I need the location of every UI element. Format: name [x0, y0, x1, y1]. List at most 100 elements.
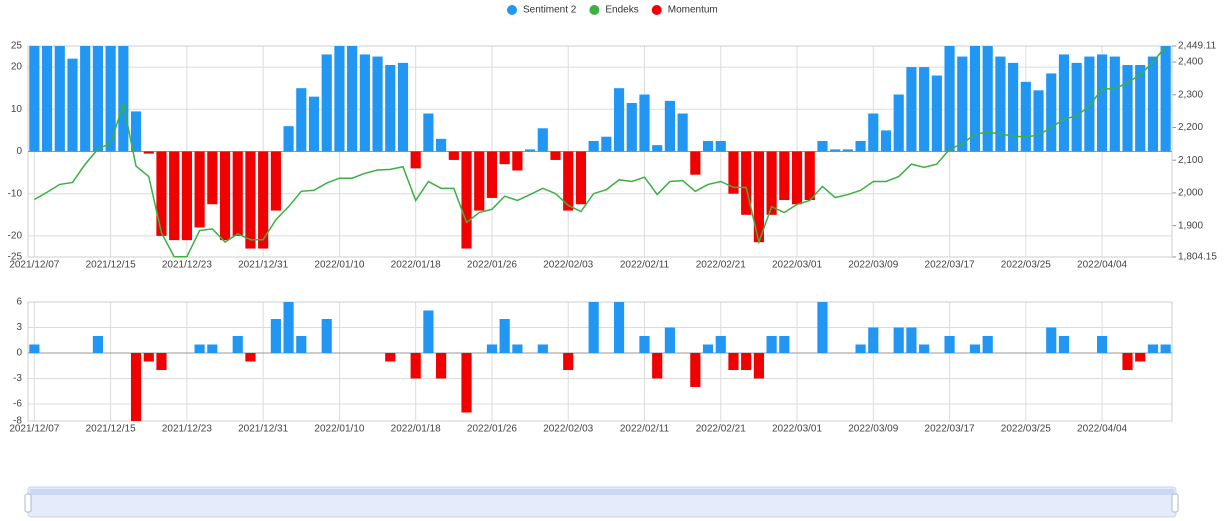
bar — [957, 56, 968, 152]
bar — [283, 126, 294, 152]
bar — [702, 140, 714, 152]
bar — [1008, 62, 1019, 152]
bar — [423, 310, 434, 353]
bar — [1135, 353, 1146, 362]
bar — [741, 151, 752, 215]
bar — [728, 353, 739, 370]
x-tick-label: 2021/12/15 — [86, 424, 136, 435]
y2-tick-label: 2,300 — [1178, 89, 1203, 100]
zoom-handle[interactable] — [1171, 493, 1179, 513]
bar — [359, 54, 370, 152]
bar — [130, 353, 142, 421]
bar — [741, 353, 752, 370]
bar — [677, 113, 688, 152]
y2-tick-label: 1,900 — [1178, 220, 1203, 231]
bar — [537, 344, 548, 353]
legend-text[interactable]: Sentiment 2 — [523, 5, 577, 16]
y-tick-label: -8 — [13, 416, 22, 427]
bar — [537, 128, 548, 152]
legend-marker — [507, 5, 517, 15]
bar — [563, 151, 574, 211]
bar — [92, 336, 103, 353]
bar — [1071, 62, 1082, 152]
bar — [550, 151, 561, 160]
bar — [1084, 56, 1095, 152]
bar — [194, 151, 205, 228]
bar — [791, 151, 803, 205]
bar — [1058, 54, 1070, 152]
bar — [283, 302, 294, 353]
bar — [753, 151, 764, 243]
bar — [690, 353, 701, 387]
bar — [906, 67, 917, 152]
bar — [613, 302, 625, 353]
bar — [1046, 327, 1057, 353]
bar — [1122, 353, 1133, 370]
bar — [347, 46, 358, 152]
bar — [67, 58, 78, 152]
bar — [652, 145, 663, 152]
bar — [893, 94, 904, 152]
bar — [105, 46, 116, 152]
bar — [232, 151, 243, 236]
legend-text[interactable]: Endeks — [605, 5, 638, 16]
legend-marker — [589, 5, 600, 15]
y-tick-label: 0 — [16, 146, 22, 157]
bar — [601, 136, 612, 152]
bar — [474, 151, 485, 211]
bar — [919, 344, 930, 353]
bar — [143, 151, 154, 154]
x-tick-label: 2022/02/03 — [543, 260, 593, 271]
bar — [207, 151, 218, 205]
bar — [1109, 56, 1120, 152]
bar — [321, 319, 332, 353]
bar — [486, 344, 498, 353]
bar — [626, 102, 637, 152]
bar — [779, 336, 790, 353]
bar — [54, 46, 65, 152]
bar — [194, 344, 205, 353]
legend-text[interactable]: Momentum — [668, 5, 718, 16]
x-tick-label: 2021/12/07 — [9, 424, 59, 435]
bar — [156, 353, 167, 370]
bar — [639, 94, 650, 152]
bar — [893, 327, 904, 353]
x-tick-label: 2022/01/10 — [314, 424, 364, 435]
bar — [499, 319, 510, 353]
x-tick-label: 2022/01/26 — [467, 424, 517, 435]
y2-tick-label: 2,400 — [1178, 57, 1203, 68]
bar — [143, 353, 154, 362]
bar — [969, 344, 981, 353]
bar — [779, 151, 790, 201]
x-tick-label: 2022/01/26 — [467, 260, 517, 271]
bar — [728, 151, 739, 194]
bar — [245, 151, 256, 249]
y-tick-label: -10 — [8, 188, 23, 199]
bar — [296, 88, 307, 152]
x-tick-label: 2021/12/31 — [238, 260, 288, 271]
bar — [1160, 344, 1171, 353]
bar — [639, 336, 650, 353]
line — [33, 45, 1167, 258]
x-tick-label: 2022/01/10 — [314, 260, 364, 271]
bar — [1097, 54, 1108, 152]
bar — [842, 149, 853, 152]
bar — [80, 46, 91, 152]
bar — [982, 46, 993, 152]
bar — [461, 353, 472, 413]
x-tick-label: 2022/02/21 — [696, 424, 746, 435]
bar — [219, 151, 231, 241]
x-tick-label: 2021/12/15 — [86, 260, 136, 271]
zoom-handle[interactable] — [24, 493, 32, 513]
x-tick-label: 2022/02/11 — [620, 424, 670, 435]
x-tick-label: 2022/03/01 — [772, 424, 822, 435]
bar — [868, 113, 879, 152]
bar — [258, 151, 269, 249]
bar — [207, 344, 218, 353]
bar — [817, 140, 828, 152]
y-tick-label: 6 — [16, 297, 22, 308]
bar — [525, 149, 536, 152]
x-tick-label: 2021/12/23 — [162, 424, 212, 435]
y2-tick-label: 2,100 — [1178, 155, 1203, 166]
